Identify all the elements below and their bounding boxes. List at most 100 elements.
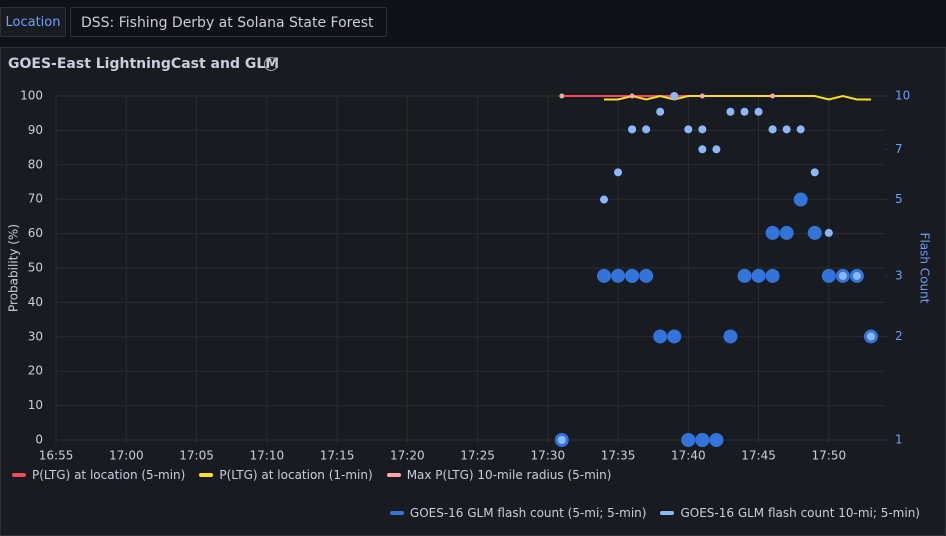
- point: [629, 93, 635, 99]
- legend-label: GOES-16 GLM flash count 10-mi; 5-min): [680, 506, 920, 520]
- legend-item[interactable]: Max P(LTG) 10-mile radius (5-min): [386, 468, 612, 482]
- x-tick-label: 17:45: [741, 449, 776, 463]
- point: [779, 225, 794, 240]
- y2-tick-label: 2: [895, 329, 903, 343]
- y2-tick-label: 7: [895, 142, 903, 156]
- point: [600, 195, 608, 204]
- legend-item[interactable]: P(LTG) at location (5-min): [12, 468, 185, 482]
- point: [625, 268, 640, 283]
- legend-swatch: [389, 511, 404, 515]
- point: [681, 433, 696, 447]
- legend: GOES-16 GLM flash count (5-mi; 5-min) GOE…: [389, 506, 920, 520]
- point: [740, 107, 749, 116]
- legend-label: P(LTG) at location (1-min): [219, 468, 373, 482]
- point: [642, 125, 651, 134]
- point: [807, 225, 822, 240]
- x-tick-label: 16:55: [39, 449, 74, 463]
- point: [765, 225, 780, 240]
- legend-label: P(LTG) at location (5-min): [32, 468, 186, 482]
- point: [695, 433, 710, 447]
- series-line: [604, 94, 871, 101]
- info-icon[interactable]: i: [264, 57, 278, 71]
- y-tick-label: 90: [28, 123, 43, 137]
- point: [754, 107, 763, 116]
- legend-label: GOES-16 GLM flash count (5-mi; 5-min): [409, 506, 647, 520]
- point: [723, 329, 738, 344]
- point: [667, 329, 682, 344]
- y2-tick-label: 3: [895, 268, 903, 282]
- point: [611, 268, 626, 283]
- x-tick-label: 17:10: [250, 449, 285, 463]
- point: [810, 168, 819, 177]
- point: [709, 433, 724, 447]
- point: [751, 268, 766, 283]
- location-button[interactable]: Location: [0, 7, 66, 37]
- y-tick-label: 20: [28, 364, 43, 378]
- point: [824, 228, 833, 237]
- x-tick-label: 17:20: [390, 449, 425, 463]
- point: [557, 436, 566, 444]
- point: [838, 271, 847, 280]
- point: [698, 145, 707, 154]
- legend-item[interactable]: P(LTG) at location (1-min): [199, 468, 373, 482]
- point: [852, 271, 861, 280]
- y-tick-label: 50: [28, 261, 43, 275]
- x-tick-label: 17:15: [320, 449, 355, 463]
- panel-title: GOES-East LightningCast and GLM: [8, 56, 280, 72]
- point: [639, 268, 654, 283]
- y2-tick-label: 1: [895, 433, 903, 447]
- y-tick-label: 80: [28, 157, 43, 171]
- y-tick-label: 60: [28, 226, 43, 240]
- point: [793, 192, 808, 207]
- y-tick-label: 100: [20, 89, 43, 103]
- x-tick-label: 17:40: [671, 449, 706, 463]
- x-tick-label: 17:05: [179, 449, 214, 463]
- x-tick-label: 17:35: [601, 449, 636, 463]
- legend-swatch: [199, 473, 214, 477]
- legend-swatch: [12, 473, 26, 477]
- y-tick-label: 40: [28, 295, 43, 309]
- y2-tick-label: 5: [895, 192, 903, 206]
- point: [698, 125, 707, 134]
- point: [768, 125, 777, 134]
- y2-tick-label: 10: [895, 89, 910, 103]
- x-tick-label: 17:00: [109, 449, 144, 463]
- x-tick-label: 17:30: [531, 449, 566, 463]
- point: [726, 107, 735, 116]
- location-dropdown[interactable]: DSS: Fishing Derby at Solana State Fores…: [70, 7, 387, 61]
- point: [670, 92, 679, 100]
- y-tick-label: 70: [28, 192, 43, 206]
- point: [614, 168, 623, 177]
- point: [866, 332, 875, 341]
- point: [765, 268, 780, 283]
- x-tick-label: 17:25: [460, 449, 495, 463]
- y2-axis-label: Flash Count: [918, 233, 932, 304]
- y-tick-label: 0: [35, 433, 43, 447]
- y-tick-label: 30: [28, 329, 43, 343]
- point: [684, 125, 693, 134]
- point: [712, 145, 721, 154]
- point: [796, 125, 805, 134]
- legend-item[interactable]: GOES-16 GLM flash count 10-mi; 5-min): [660, 506, 920, 520]
- legend-swatch: [660, 511, 675, 515]
- legend-item[interactable]: GOES-16 GLM flash count (5-mi; 5-min): [389, 506, 647, 520]
- point: [656, 107, 665, 116]
- dropdown-label: DSS: Fishing Derby at Solana State Fores…: [81, 15, 374, 31]
- y-tick-label: 10: [28, 398, 43, 412]
- point: [653, 329, 668, 344]
- point: [782, 125, 791, 134]
- point: [737, 268, 752, 283]
- legend: P(LTG) at location (5-min) P(LTG) at loca…: [12, 468, 611, 482]
- x-tick-label: 17:50: [812, 449, 847, 463]
- point: [628, 125, 637, 134]
- point: [699, 93, 705, 99]
- legend-label: Max P(LTG) 10-mile radius (5-min): [406, 468, 612, 482]
- point: [597, 268, 611, 283]
- legend-swatch: [386, 473, 401, 477]
- point: [559, 93, 565, 99]
- point: [770, 93, 776, 99]
- y-axis-label: Probability (%): [7, 224, 21, 312]
- point: [821, 268, 836, 283]
